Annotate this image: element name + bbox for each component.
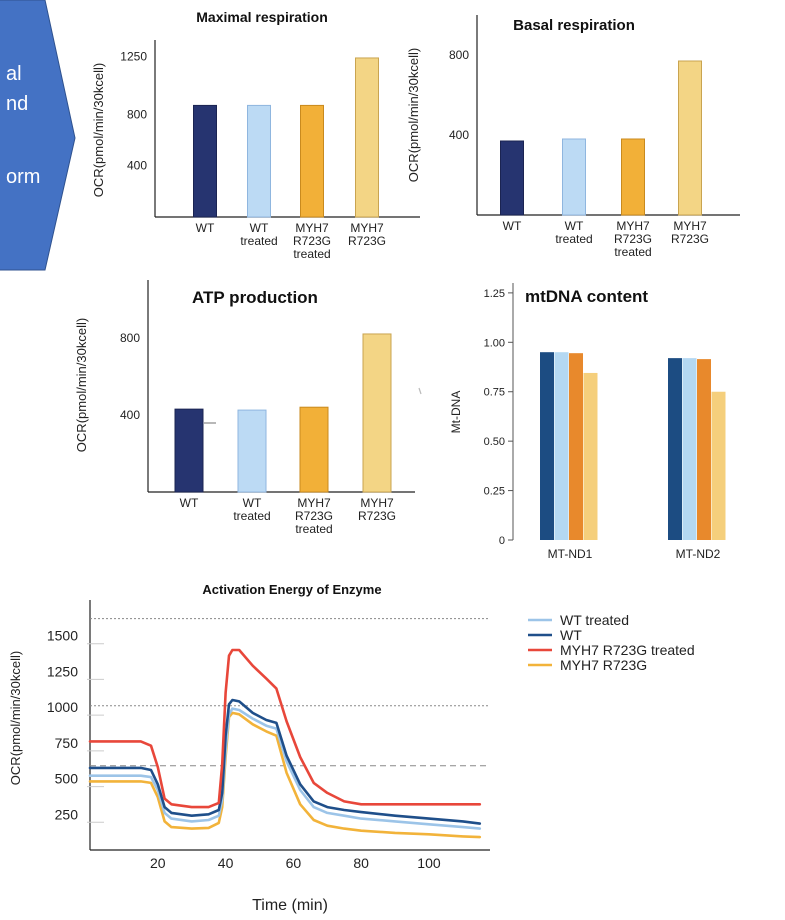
mtdna-ytick-label: 1.00 (484, 337, 505, 349)
callout-arrow-shape (0, 0, 76, 271)
basal-ytick-label: 800 (449, 48, 469, 62)
maximal-xtick-label: WT (250, 221, 269, 235)
legend-label: WT (560, 627, 582, 643)
mtdna-ylabel: Mt-DNA (449, 391, 463, 434)
timecourse-ytick-label: 1500 (47, 628, 78, 644)
maximal-bar (247, 104, 271, 218)
timecourse-xtick-label: 100 (417, 855, 441, 871)
legend-label: MYH7 R723G (560, 657, 647, 673)
mtdna-ytick-label: 0.75 (484, 387, 505, 399)
maximal-xtick-label: R723G (348, 234, 386, 248)
timecourse-title: Activation Energy of Enzyme (202, 582, 381, 597)
legend-label: WT treated (560, 612, 629, 628)
atp-ytick-label: 400 (120, 408, 140, 422)
mtdna-bar (540, 352, 554, 540)
maximal-bar (300, 104, 324, 218)
timecourse-ylabel: OCR(pmol/min/30kcell) (8, 651, 23, 785)
atp-xtick-label: MYH7 (297, 496, 331, 510)
basal-xtick-label: treated (614, 245, 651, 259)
maximal-ytick-label: 400 (127, 159, 147, 173)
atp-xtick-label: treated (233, 509, 270, 523)
maximal-xtick-label: MYH7 (350, 221, 384, 235)
maximal-xtick-label: WT (196, 221, 215, 235)
mtdna-ytick-label: 0.25 (484, 486, 505, 498)
maximal-xtick-label: MYH7 (295, 221, 329, 235)
basal-xtick-label: treated (555, 232, 592, 246)
basal-xtick-label: WT (503, 219, 522, 233)
basal-title: Basal respiration (513, 17, 635, 34)
maximal-bar (193, 104, 217, 218)
maximal-xtick-label: R723G (293, 234, 331, 248)
atp-title: ATP production (192, 288, 318, 307)
mtdna-ytick-label: 0 (499, 535, 505, 547)
basal-bar (621, 138, 645, 216)
atp-ylabel: OCR(pmol/min/30kcell) (74, 318, 89, 452)
mtdna-ytick-label: 0.50 (484, 436, 505, 448)
atp-xtick-label: R723G (295, 509, 333, 523)
atp-xtick-label: WT (243, 496, 262, 510)
timecourse-series-line (88, 707, 482, 830)
atp-xtick-label: treated (295, 522, 332, 536)
atp-bar (237, 409, 267, 493)
timecourse-series-line (88, 711, 482, 839)
mtdna-bar (554, 352, 569, 540)
mtdna-bar (583, 372, 598, 540)
basal-xtick-label: WT (565, 219, 584, 233)
maximal-ylabel: OCR(pmol/min/30kcell) (91, 63, 106, 197)
timecourse-ytick-label: 1000 (47, 699, 78, 715)
timecourse-xtick-label: 80 (353, 855, 369, 871)
atp-xtick-label: R723G (358, 509, 396, 523)
mtdna-xtick-label: MT-ND2 (676, 547, 721, 561)
atp-bar (174, 408, 204, 493)
basal-ylabel: OCR(pmol/min/30kcell) (406, 48, 421, 182)
timecourse-ytick-label: 500 (55, 771, 79, 787)
timecourse-xtick-label: 60 (286, 855, 302, 871)
mtdna-bar (569, 353, 583, 540)
timecourse-xtick-label: 20 (150, 855, 166, 871)
basal-xtick-label: MYH7 (616, 219, 650, 233)
atp-xtick-label: MYH7 (360, 496, 394, 510)
mtdna-title: mtDNA content (525, 287, 648, 306)
timecourse-xlabel: Time (min) (252, 897, 328, 914)
maximal-title: Maximal respiration (196, 9, 328, 25)
mtdna-bar (682, 358, 697, 540)
timecourse-xtick-label: 40 (218, 855, 234, 871)
mtdna-bar (711, 391, 726, 540)
maximal-bar (355, 57, 379, 218)
atp-xtick-label: WT (180, 496, 199, 510)
mtdna-ytick-label: 1.25 (484, 288, 505, 300)
atp-stray-mark-2 (418, 387, 422, 395)
atp-bar (362, 333, 392, 493)
timecourse-ytick-label: 750 (55, 735, 79, 751)
atp-bar (299, 406, 329, 493)
timecourse-series-line (88, 698, 482, 825)
callout-line-4: orm (6, 166, 40, 188)
timecourse-ytick-label: 250 (55, 806, 79, 822)
atp-ytick-label: 800 (120, 331, 140, 345)
basal-bar (678, 60, 702, 216)
basal-bar (562, 138, 586, 216)
timecourse-series-line (88, 648, 482, 809)
mtdna-bar (668, 358, 682, 540)
legend-label: MYH7 R723G treated (560, 642, 695, 658)
mtdna-bar (697, 359, 711, 540)
maximal-xtick-label: treated (240, 234, 277, 248)
callout-line-2: nd (6, 93, 28, 115)
maximal-ytick-label: 800 (127, 107, 147, 121)
basal-xtick-label: MYH7 (673, 219, 707, 233)
basal-ytick-label: 400 (449, 128, 469, 142)
basal-bar (500, 140, 524, 216)
callout-line-1: al (6, 63, 22, 85)
mtdna-xtick-label: MT-ND1 (548, 547, 593, 561)
maximal-xtick-label: treated (293, 247, 330, 261)
maximal-ytick-label: 1250 (120, 50, 147, 64)
timecourse-ytick-label: 1250 (47, 663, 78, 679)
basal-xtick-label: R723G (614, 232, 652, 246)
basal-xtick-label: R723G (671, 232, 709, 246)
